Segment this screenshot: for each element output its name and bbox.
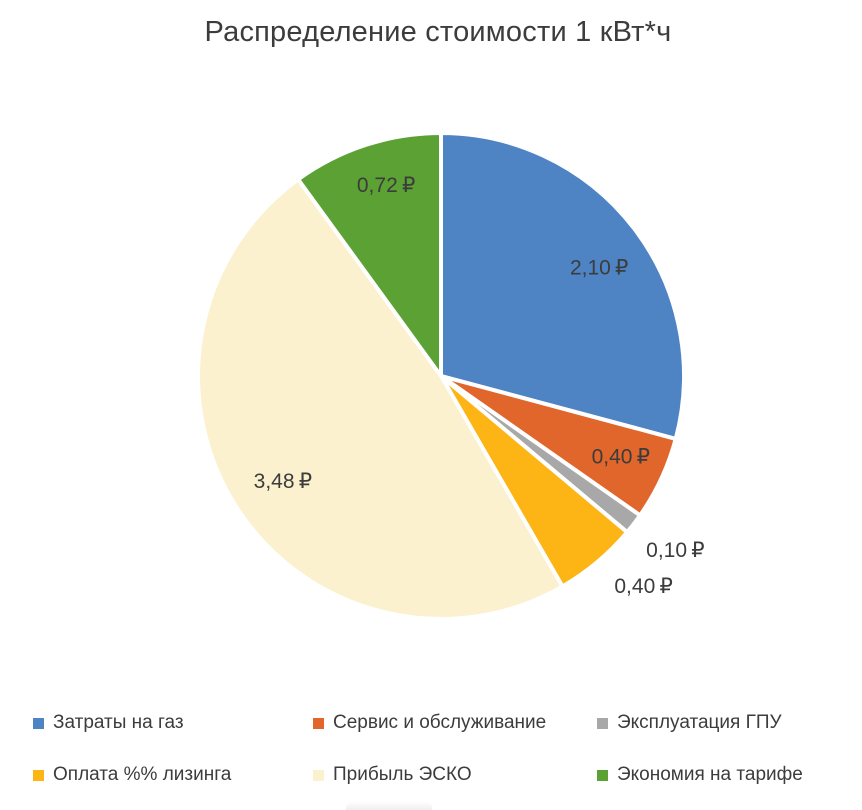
- legend-label: Затраты на газ: [53, 712, 184, 733]
- legend-label: Прибыль ЭСКО: [333, 764, 472, 785]
- legend-label: Оплата %% лизинга: [53, 764, 232, 785]
- cropped-ui-artifact: [346, 802, 432, 810]
- pie-slice-5: [296, 131, 443, 378]
- slice-value-label-2: 0,10 ₽: [646, 539, 704, 562]
- legend-label: Эксплуатация ГПУ: [617, 712, 782, 733]
- legend-label: Экономия на тарифе: [617, 764, 803, 785]
- legend-item-leasing: Оплата %% лизинга: [33, 764, 313, 786]
- legend-item-operation: Эксплуатация ГПУ: [597, 712, 845, 734]
- chart-title: Распределение стоимости 1 кВт*ч: [204, 16, 672, 48]
- slice-value-label-4: 3,48 ₽: [254, 470, 312, 493]
- slice-value-label-3: 0,40 ₽: [614, 575, 672, 598]
- pie-slice-4: [196, 177, 565, 621]
- legend-swatch-service-icon: [313, 718, 324, 729]
- legend-item-esco-profit: Прибыль ЭСКО: [313, 764, 597, 786]
- legend-label: Сервис и обслуживание: [333, 712, 547, 733]
- legend-item-service: Сервис и обслуживание: [313, 712, 597, 734]
- legend-swatch-leasing-icon: [33, 770, 44, 781]
- legend-swatch-operation-icon: [597, 718, 608, 729]
- pie-slice-0: [439, 131, 686, 441]
- legend: Затраты на газ Сервис и обслуживание Экс…: [33, 712, 845, 786]
- legend-swatch-gas-icon: [33, 718, 44, 729]
- legend-item-gas: Затраты на газ: [33, 712, 313, 734]
- slice-value-label-1: 0,40 ₽: [592, 445, 650, 468]
- slice-value-label-0: 2,10 ₽: [570, 257, 628, 280]
- slice-value-label-5: 0,72 ₽: [357, 174, 415, 197]
- legend-item-tariff-saving: Экономия на тарифе: [597, 764, 845, 786]
- legend-swatch-esco-profit-icon: [313, 770, 324, 781]
- legend-swatch-tariff-saving-icon: [597, 770, 608, 781]
